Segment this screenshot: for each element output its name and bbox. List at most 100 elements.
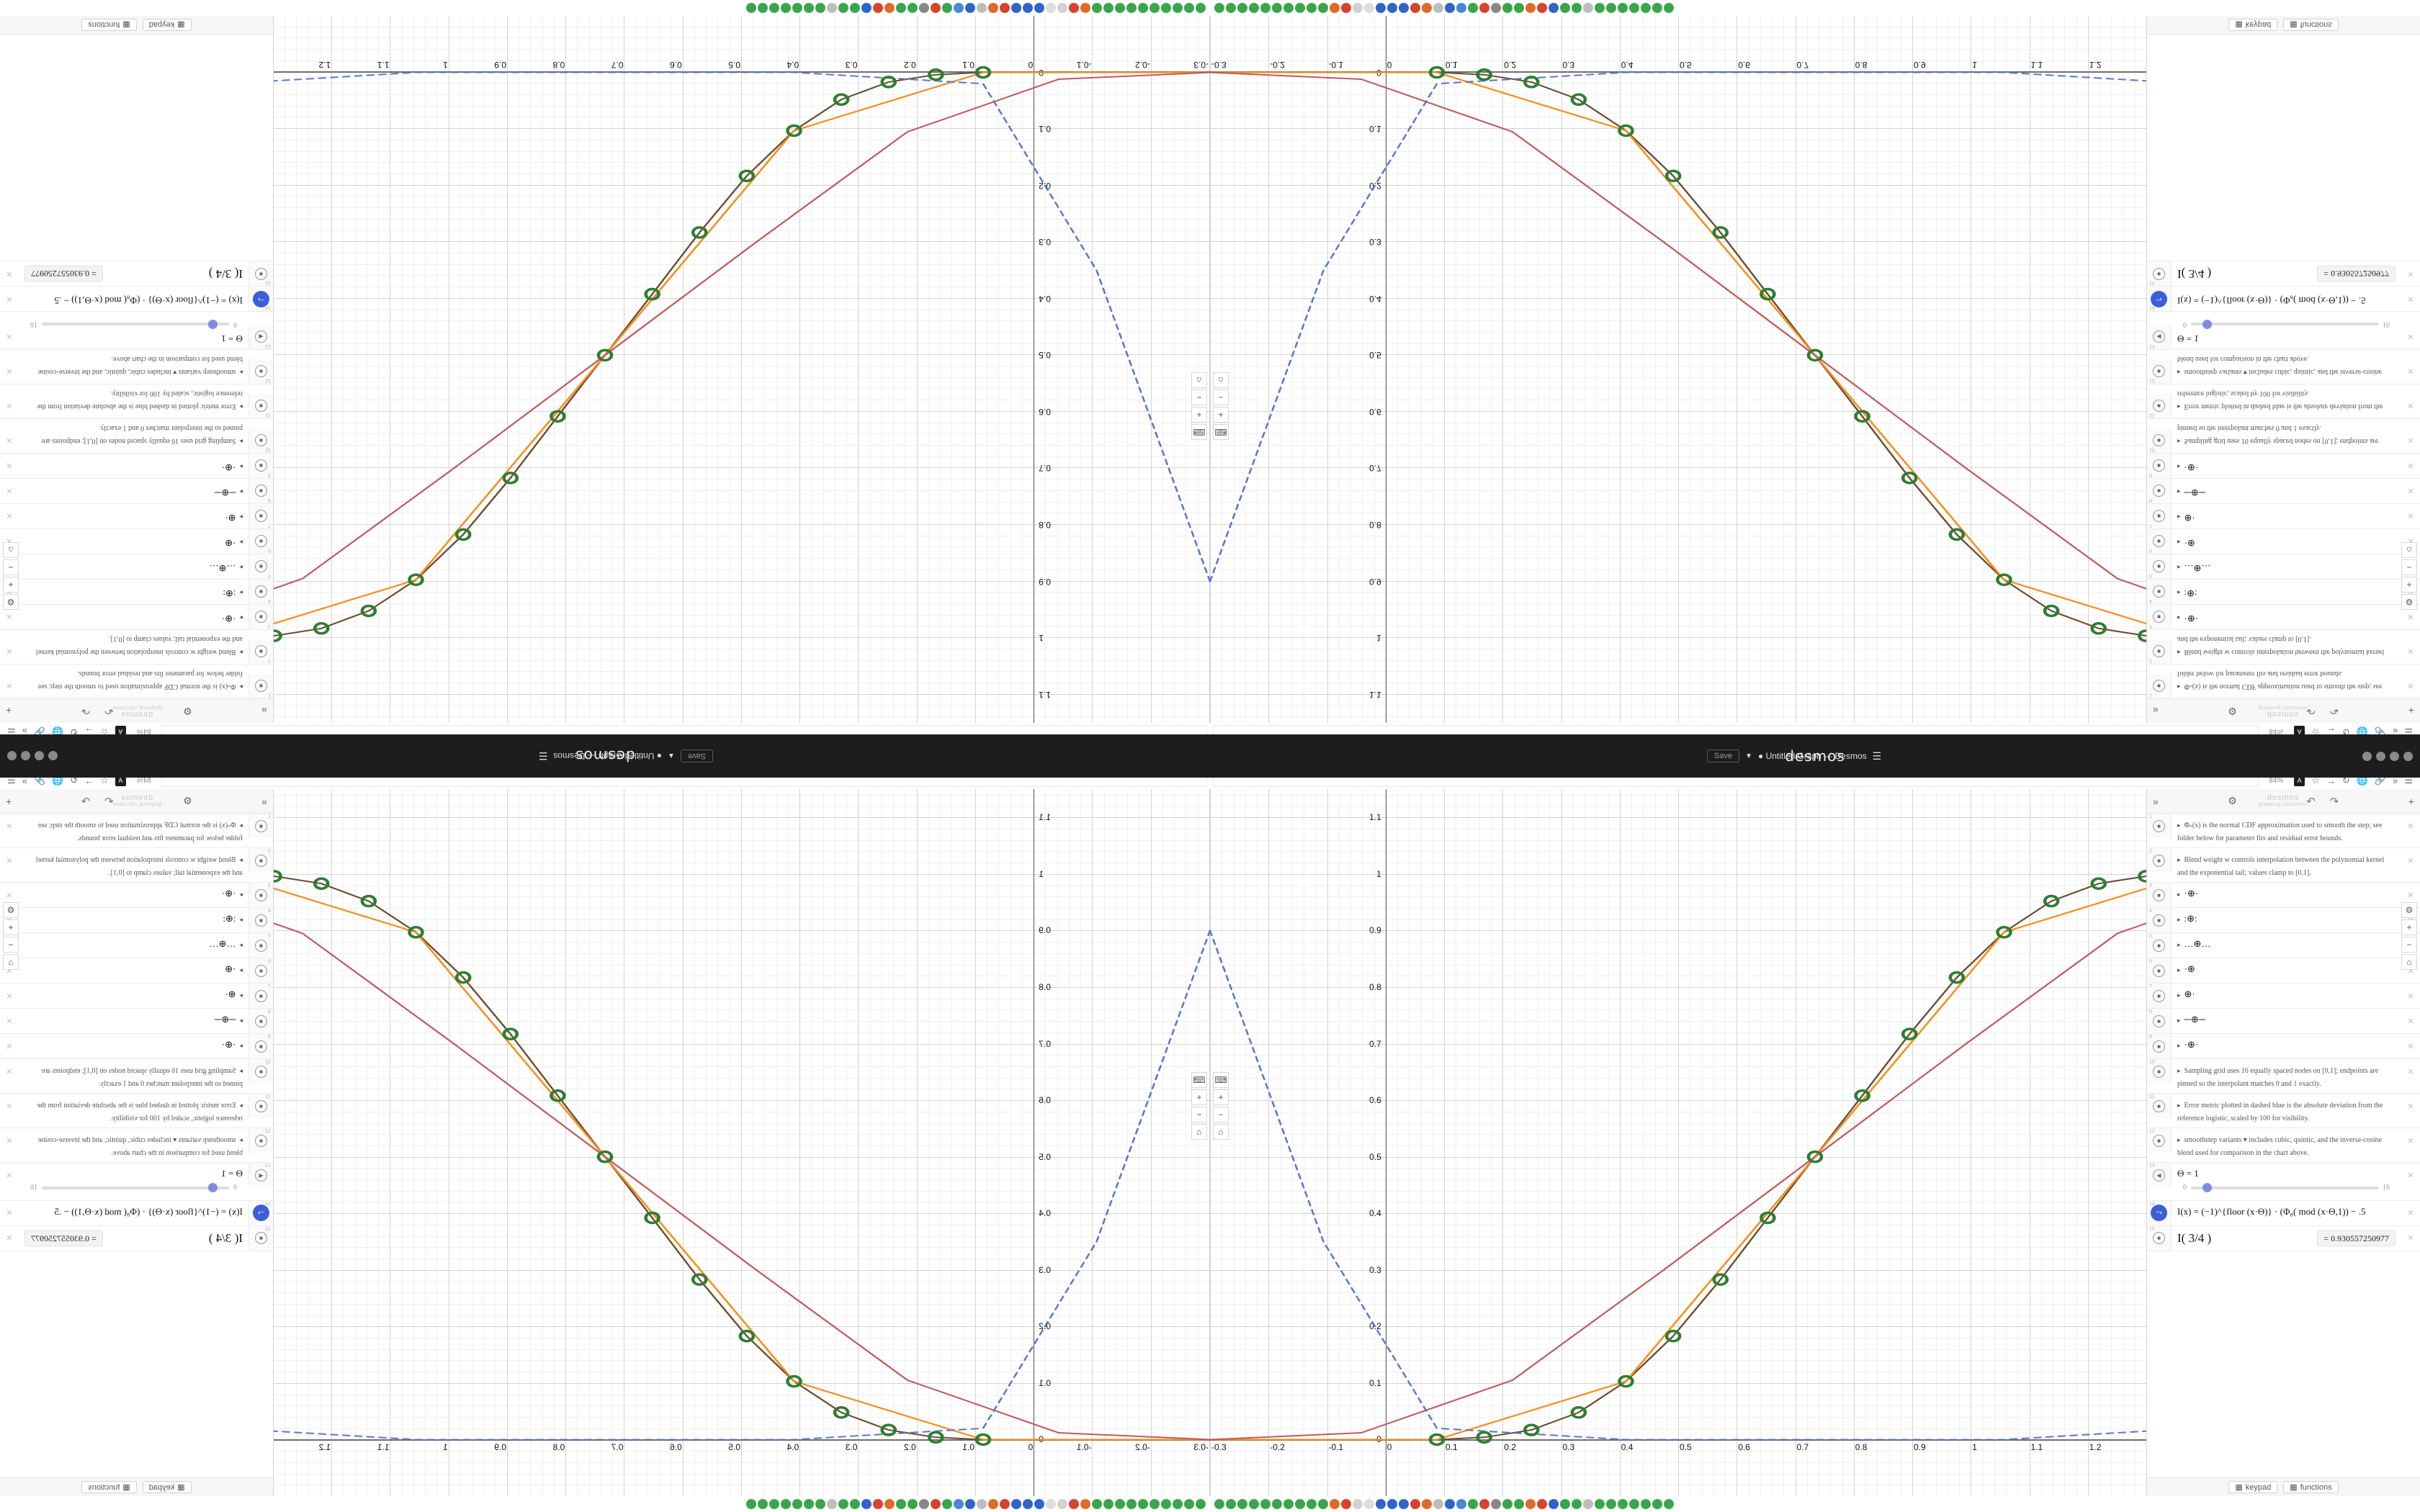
- expression-toggle[interactable]: 4 ■: [248, 579, 273, 604]
- expression-row[interactable]: 4■▸:⊕:×: [2147, 908, 2420, 934]
- expression-toggle[interactable]: 6 ■: [248, 528, 273, 554]
- delete-expression-icon[interactable]: ×: [2407, 1014, 2414, 1027]
- browser-tab-favicon[interactable]: [781, 1499, 791, 1509]
- expand-caret-icon[interactable]: ▸: [239, 402, 243, 410]
- expand-caret-icon[interactable]: ▸: [2177, 1102, 2181, 1110]
- color-swatch[interactable]: ■: [2153, 819, 2165, 832]
- expand-caret-icon[interactable]: ▸: [2177, 891, 2181, 899]
- browser-tab-favicon[interactable]: [1479, 1499, 1489, 1509]
- expression-body[interactable]: ▸…⊕…: [2172, 557, 2401, 579]
- expression-body[interactable]: ▸Error metric plotted in dashed blue is …: [2172, 384, 2401, 418]
- browser-tab-favicon[interactable]: [1023, 1499, 1033, 1509]
- slider-knob[interactable]: [2202, 319, 2213, 329]
- expression-row[interactable]: 11■▸Error metric plotted in dashed blue …: [2147, 383, 2420, 418]
- color-swatch[interactable]: ■: [2153, 585, 2165, 598]
- browser-tab-favicon[interactable]: [838, 3, 848, 13]
- color-swatch[interactable]: ■: [2153, 1065, 2165, 1078]
- delete-expression-icon[interactable]: ×: [2407, 645, 2414, 658]
- expression-row[interactable]: 14 ⤳ I(x) = (−1)^{floor (x·Θ)} · (Φ₈( mod …: [0, 286, 273, 312]
- keypad-button[interactable]: ▦ keypad: [2228, 1481, 2278, 1493]
- expression-body[interactable]: ▸Sampling grid uses 16 equally spaced no…: [19, 419, 248, 453]
- color-swatch[interactable]: ■: [255, 1065, 267, 1078]
- expand-caret-icon[interactable]: ▸: [2177, 613, 2181, 621]
- browser-tab-favicon[interactable]: [1376, 3, 1386, 13]
- expression-toggle[interactable]: 7 ■: [248, 503, 273, 528]
- expression-toggle[interactable]: 6 ■: [2147, 958, 2172, 984]
- expression-toggle[interactable]: 4 ■: [2147, 579, 2172, 604]
- browser-tab-favicon[interactable]: [1629, 3, 1639, 13]
- home-icon[interactable]: ⌂: [1191, 1123, 1207, 1140]
- tray-icon[interactable]: [2376, 751, 2385, 761]
- expression-body[interactable]: ▸·⊕·: [19, 883, 248, 904]
- browser-tab-favicon[interactable]: [1318, 1499, 1328, 1509]
- expand-caret-icon[interactable]: ▸: [239, 683, 243, 690]
- browser-tab-favicon[interactable]: [1173, 3, 1183, 13]
- expression-toggle[interactable]: 10 ■: [248, 428, 273, 453]
- expression-toggle[interactable]: 13 ◀: [2147, 324, 2172, 349]
- browser-tab-favicon[interactable]: [1295, 3, 1305, 13]
- expression-toggle[interactable]: 15 ■: [248, 1225, 273, 1251]
- expression-body[interactable]: Θ = 1 0 16: [2172, 1163, 2401, 1200]
- delete-expression-icon[interactable]: ×: [6, 1040, 13, 1053]
- browser-tab-favicon[interactable]: [1173, 1499, 1183, 1509]
- expression-row[interactable]: 6■▸·⊕×: [0, 528, 273, 554]
- expression-row[interactable]: 9■▸·⊕·×: [0, 1034, 273, 1060]
- browser-tab-favicon[interactable]: [1572, 1499, 1582, 1509]
- plot-toggle-icon[interactable]: ⤳: [2151, 1205, 2167, 1222]
- browser-tab-favicon[interactable]: [1307, 3, 1317, 13]
- browser-tab-favicon[interactable]: [1422, 3, 1432, 13]
- browser-tab-favicon[interactable]: [1583, 3, 1593, 13]
- expand-caret-icon[interactable]: ▸: [2177, 916, 2181, 924]
- browser-tab-favicon[interactable]: [1283, 3, 1294, 13]
- browser-tab-favicon[interactable]: [827, 3, 837, 13]
- browser-tab-favicon[interactable]: [1560, 3, 1570, 13]
- expression-row[interactable]: 14 ⤳ I(x) = (−1)^{floor (x·Θ)} · (Φ₈( mod …: [2147, 286, 2420, 312]
- expression-toggle[interactable]: 7 ■: [2147, 984, 2172, 1009]
- expression-toggle[interactable]: 1 ■: [248, 814, 273, 838]
- expand-caret-icon[interactable]: ▸: [239, 1017, 243, 1025]
- keyboard-icon[interactable]: ⌨: [1191, 424, 1207, 441]
- color-swatch[interactable]: ■: [2153, 1014, 2165, 1027]
- browser-tab-favicon[interactable]: [1583, 1499, 1593, 1509]
- expression-body[interactable]: ▸Error metric plotted in dashed blue is …: [19, 384, 248, 418]
- expression-body[interactable]: Θ = 1 0 16: [19, 1163, 248, 1200]
- browser-tab-favicon[interactable]: [1491, 1499, 1501, 1509]
- color-swatch[interactable]: ■: [255, 680, 267, 693]
- tray-icon[interactable]: [2362, 751, 2372, 761]
- browser-tab-favicon[interactable]: [1341, 1499, 1351, 1509]
- browser-tab-favicon[interactable]: [1057, 1499, 1067, 1509]
- expression-row[interactable]: 3■▸·⊕·×: [2147, 883, 2420, 909]
- delete-expression-icon[interactable]: ×: [2407, 1065, 2414, 1078]
- browser-tab-favicon[interactable]: [1606, 3, 1616, 13]
- expression-body[interactable]: ▸Blend weight w controls interpolation b…: [19, 848, 248, 882]
- browser-tab-favicon[interactable]: [1184, 3, 1194, 13]
- expression-row[interactable]: 5■▸…⊕…×: [2147, 933, 2420, 959]
- expression-body[interactable]: ▸smoothstep variants ▾ includes cubic, q…: [19, 350, 248, 384]
- slider-knob[interactable]: [207, 319, 218, 329]
- browser-tab-favicon[interactable]: [861, 3, 871, 13]
- browser-tab-favicon[interactable]: [1353, 3, 1363, 13]
- browser-tab-favicon[interactable]: [827, 1499, 837, 1509]
- browser-tab-favicon[interactable]: [1330, 1499, 1340, 1509]
- undo-button[interactable]: ↶: [2306, 795, 2316, 808]
- browser-tab-favicon[interactable]: [1115, 1499, 1125, 1509]
- browser-tab-favicon[interactable]: [1318, 3, 1328, 13]
- expression-body[interactable]: ▸…⊕…: [19, 933, 248, 955]
- zoom-out-icon[interactable]: −: [3, 937, 19, 953]
- expression-row[interactable]: 3■▸·⊕·×: [0, 883, 273, 909]
- expression-body[interactable]: ▸⊕·: [2172, 507, 2401, 528]
- browser-tab-favicon[interactable]: [1652, 3, 1662, 13]
- expression-toggle[interactable]: 2 ■: [2147, 848, 2172, 873]
- browser-tab-favicon[interactable]: [1537, 1499, 1547, 1509]
- browser-tab-favicon[interactable]: [1034, 1499, 1044, 1509]
- expression-row[interactable]: 8■▸─⊕─×: [2147, 1009, 2420, 1035]
- expression-body[interactable]: ▸Blend weight w controls interpolation b…: [2172, 630, 2401, 664]
- expression-toggle[interactable]: 7 ■: [248, 984, 273, 1009]
- browser-tab-favicon[interactable]: [942, 3, 952, 13]
- browser-tab-favicon[interactable]: [1196, 1499, 1206, 1509]
- browser-tab-favicon[interactable]: [1525, 1499, 1536, 1509]
- expression-body[interactable]: ▸Sampling grid uses 16 equally spaced no…: [2172, 419, 2401, 453]
- keyboard-icon[interactable]: ⌨: [1213, 424, 1229, 441]
- browser-tab-favicon[interactable]: [1433, 1499, 1443, 1509]
- browser-tab-favicon[interactable]: [942, 1499, 952, 1509]
